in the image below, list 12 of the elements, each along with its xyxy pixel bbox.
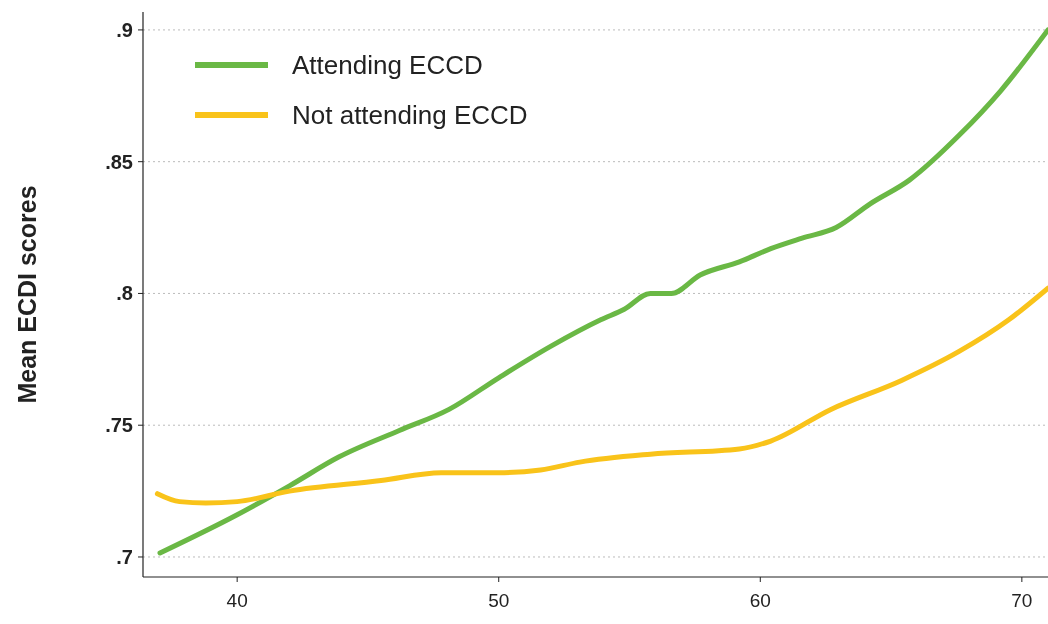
x-tick-label: 60: [749, 590, 771, 611]
x-tick-label: 70: [1011, 590, 1033, 611]
legend-label: Not attending ECCD: [292, 100, 528, 131]
y-tick-label: .9: [116, 18, 133, 41]
x-tick-label: 40: [226, 590, 248, 611]
y-tick-label: .7: [116, 545, 133, 568]
x-tick-label: 50: [488, 590, 510, 611]
legend-label: Attending ECCD: [292, 50, 483, 81]
y-tick-label: .85: [105, 150, 133, 173]
y-axis-title: Mean ECDI scores: [13, 185, 41, 404]
y-tick-label: .75: [105, 414, 133, 437]
y-tick-label: .8: [116, 282, 133, 305]
